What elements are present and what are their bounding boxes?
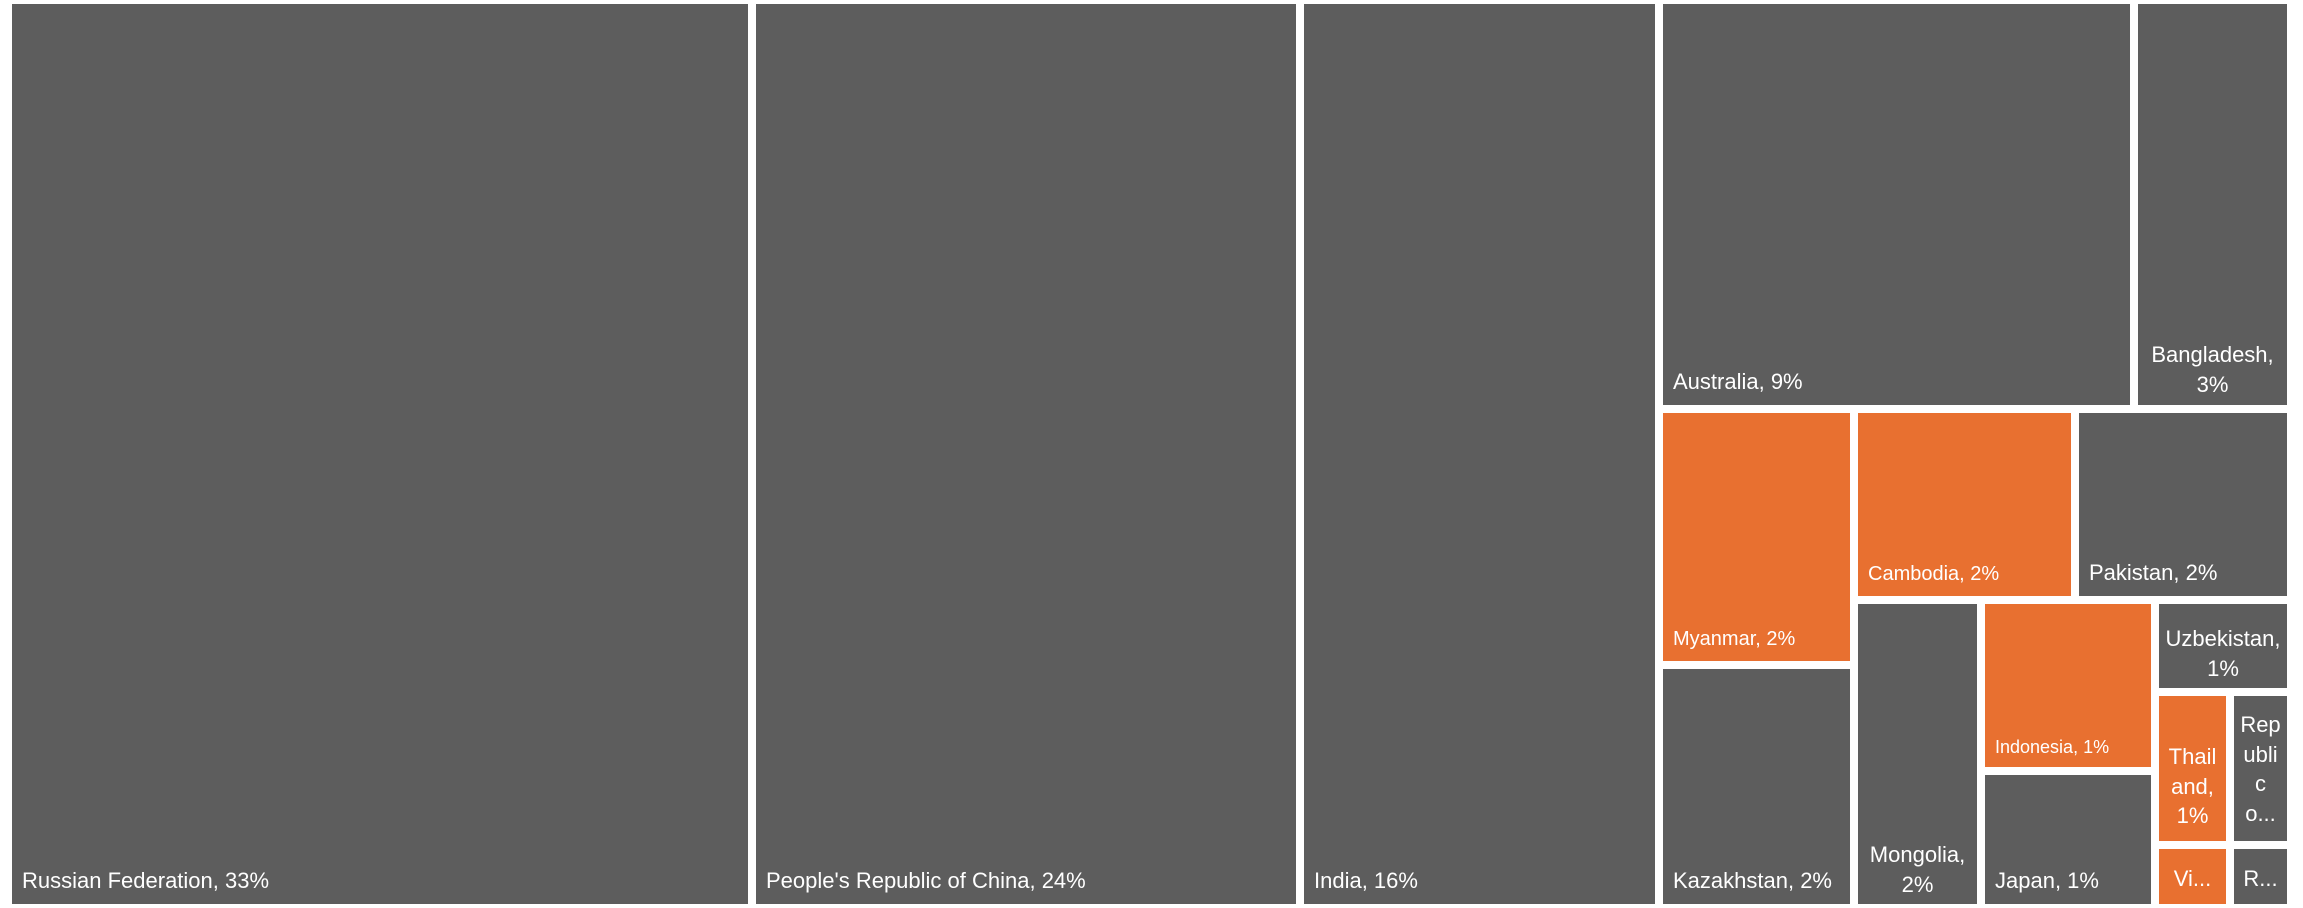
treemap-tile-label: Thailand, 1% (2168, 744, 2217, 829)
treemap-tile-cambodia: Cambodia, 2% (1858, 413, 2071, 596)
treemap-tile-label: People's Republic of China, 24% (766, 868, 1086, 894)
treemap-tile-vi: Vi... (2159, 849, 2226, 904)
treemap-tile-label: Uzbekistan, 1% (2165, 626, 2281, 681)
treemap-tile-australia: Australia, 9% (1663, 4, 2130, 405)
treemap-tile-label: Cambodia, 2% (1868, 563, 2000, 585)
treemap-tile-indonesia: Indonesia, 1% (1985, 604, 2151, 767)
treemap-tile-thailand: Thailand, 1% (2159, 696, 2226, 841)
treemap-tile-bangladesh: Bangladesh, 3% (2138, 4, 2287, 405)
treemap-tile-label: Kazakhstan, 2% (1673, 868, 1832, 894)
treemap-tile-people-s-republic-of-china: People's Republic of China, 24% (756, 4, 1296, 904)
treemap-tile-myanmar: Myanmar, 2% (1663, 413, 1850, 661)
treemap-tile-label: Myanmar, 2% (1673, 628, 1796, 650)
treemap-tile-uzbekistan: Uzbekistan, 1% (2159, 604, 2287, 688)
treemap-tile-label: Pakistan, 2% (2089, 560, 2218, 586)
treemap-tile-mongolia: Mongolia, 2% (1858, 604, 1977, 904)
treemap-tile-label: R... (2243, 866, 2278, 891)
treemap-tile-label: Australia, 9% (1673, 369, 1803, 395)
treemap-tile-label: Mongolia, 2% (1869, 842, 1966, 897)
treemap-tile-label: Vi... (2173, 866, 2212, 891)
treemap-tile-russian-federation: Russian Federation, 33% (12, 4, 748, 904)
treemap-tile-republic-o: Republic o... (2234, 696, 2287, 841)
treemap-tile-kazakhstan: Kazakhstan, 2% (1663, 669, 1850, 904)
treemap-tile-japan: Japan, 1% (1985, 775, 2151, 904)
treemap-tile-label: Russian Federation, 33% (22, 868, 270, 894)
treemap-tile-label: Japan, 1% (1995, 868, 2099, 894)
treemap-tile-label: Indonesia, 1% (1995, 736, 2110, 757)
treemap-tile-label: Republic o... (2240, 712, 2281, 827)
treemap-tile-pakistan: Pakistan, 2% (2079, 413, 2287, 596)
treemap-tile-label: India, 16% (1314, 868, 1418, 894)
treemap-tile-label: Bangladesh, 3% (2151, 342, 2274, 397)
treemap-tile-r: R... (2234, 849, 2287, 904)
treemap-tile-india: India, 16% (1304, 4, 1655, 904)
